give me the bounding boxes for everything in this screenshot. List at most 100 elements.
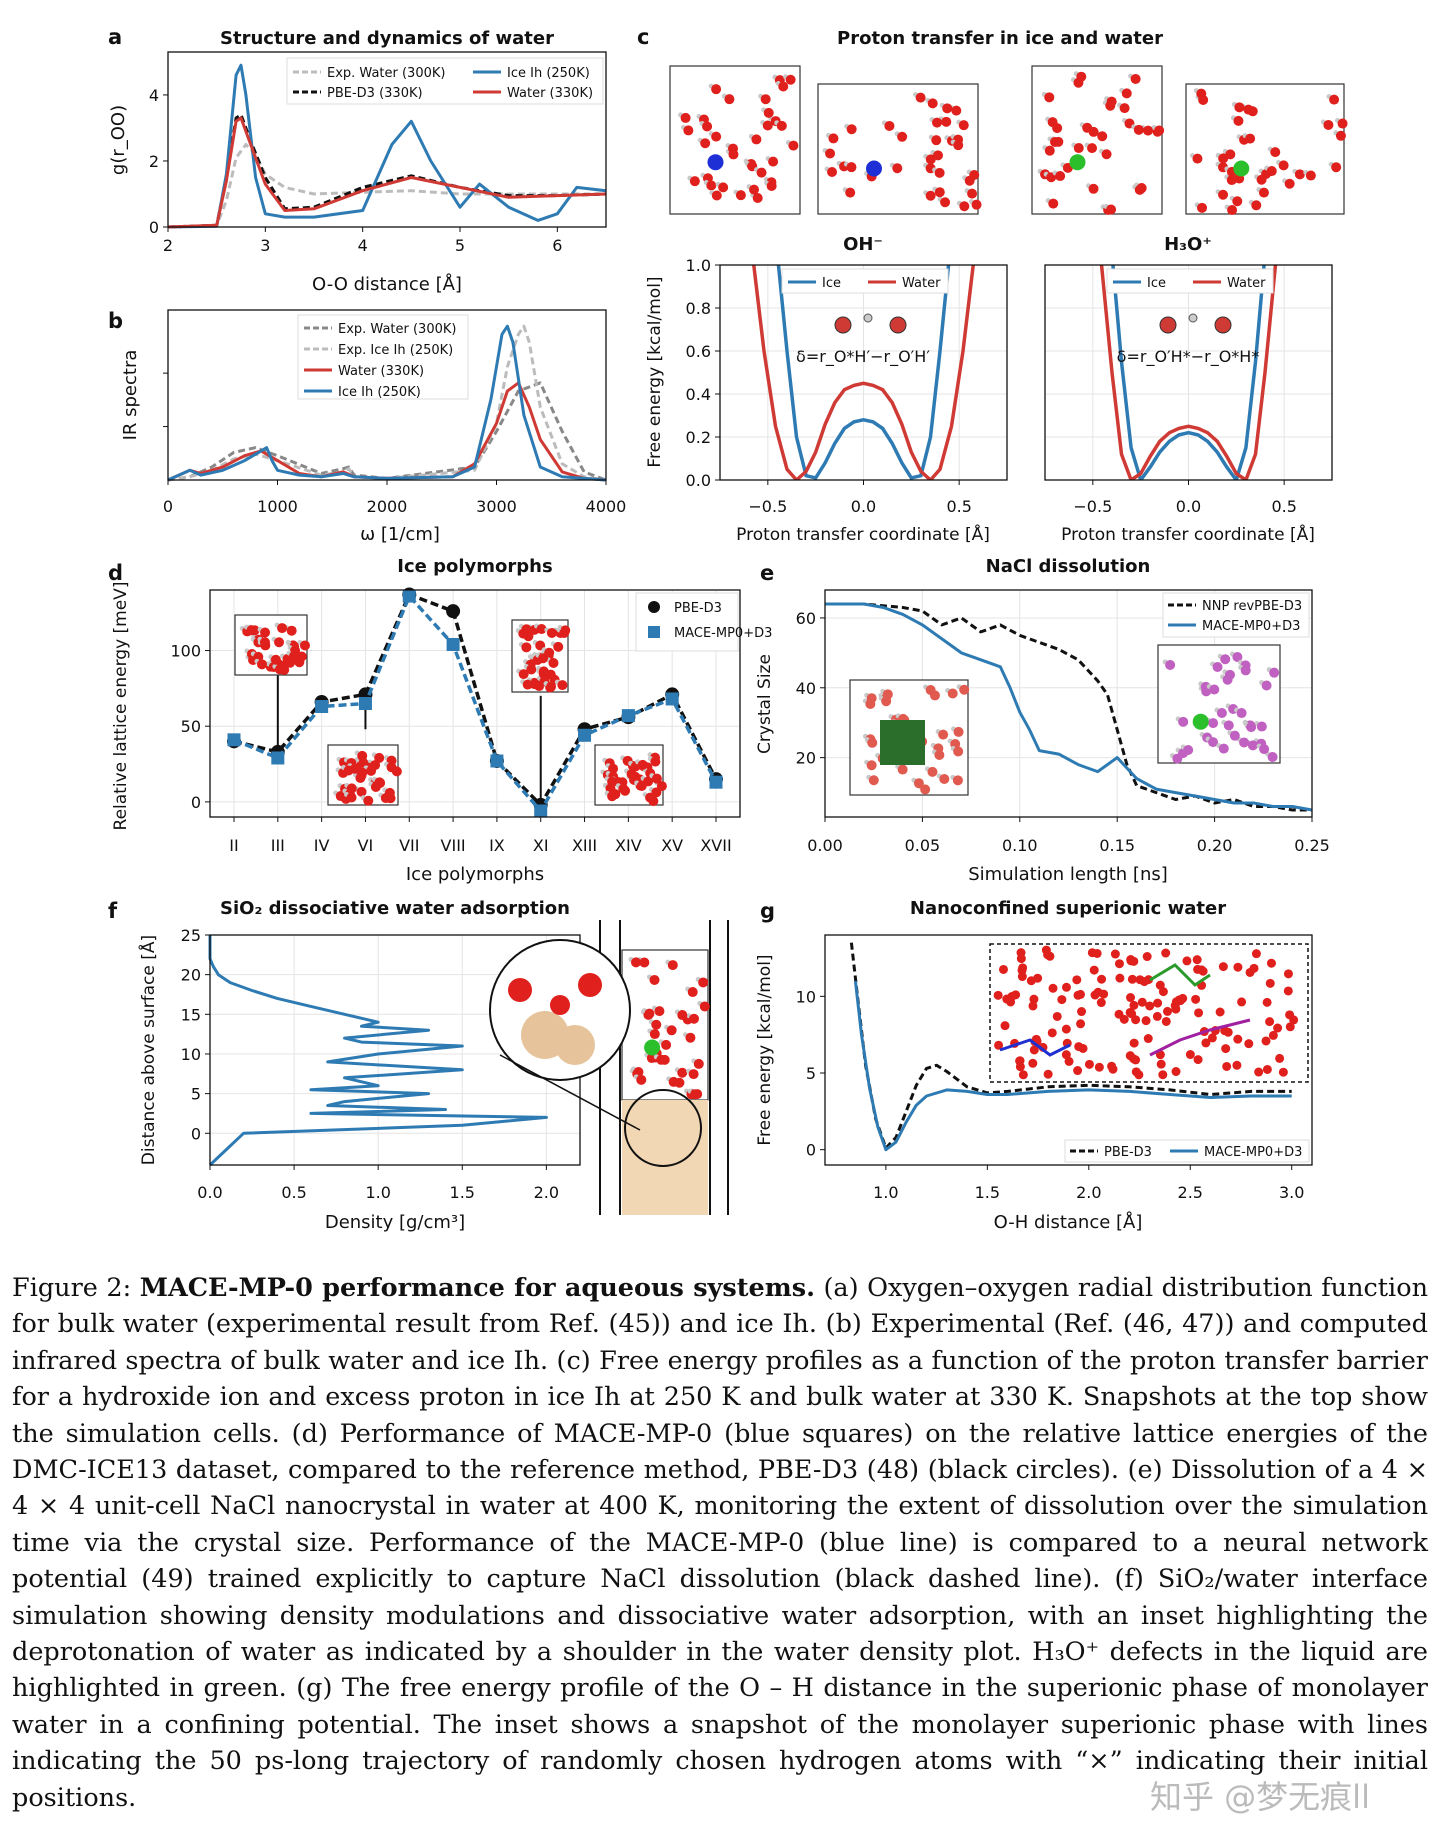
series-c2-0 — [1111, 265, 1266, 480]
oxygen-atom — [698, 977, 709, 988]
oxygen-atom — [762, 120, 773, 131]
legend-c2-0: Ice — [1147, 276, 1166, 291]
oxygen-atom — [386, 762, 397, 773]
panel-a-frame — [167, 51, 607, 228]
oxygen-atom — [1245, 967, 1255, 977]
oxygen-atom — [1158, 1070, 1168, 1080]
oxygen-atom — [1221, 1044, 1231, 1054]
oxygen-atom — [1283, 969, 1293, 979]
oxygen-atom — [654, 1006, 665, 1017]
oxygen-atom — [1207, 1033, 1217, 1043]
oxygen-atom — [1088, 183, 1099, 194]
point-d-mace — [534, 804, 548, 818]
oxygen-atom — [685, 1032, 696, 1043]
panel-e-frame — [824, 589, 1313, 818]
point-d-mace — [621, 709, 635, 723]
caption-bold: MACE-MP-0 performance for aqueous system… — [139, 1273, 815, 1303]
y-tick-label: 5 — [191, 1085, 201, 1104]
oxygen-atom — [1196, 88, 1207, 99]
oxygen-atom — [689, 176, 700, 187]
oxygen-atom — [728, 143, 739, 154]
nacl-crystal — [880, 720, 925, 765]
oxygen-atom — [846, 162, 857, 173]
oxygen-atom — [1193, 1055, 1203, 1065]
trajectory-green — [1149, 963, 1211, 987]
oxygen-atom — [947, 688, 958, 699]
oxygen-atom — [1093, 987, 1103, 997]
oxygen-atom — [718, 182, 729, 193]
oxygen-atom — [538, 653, 549, 664]
y-tick-label: 10 — [181, 1045, 201, 1064]
oxygen-atom — [687, 987, 698, 998]
legend-b-2: Water (330K) — [338, 364, 424, 379]
molecule-h — [1188, 313, 1198, 323]
oxygen-atom — [1129, 1038, 1139, 1048]
oxygen-atom — [1089, 965, 1099, 975]
oxygen-atom — [868, 775, 879, 786]
oxygen-atom — [952, 775, 963, 786]
series-a-2 — [167, 63, 607, 229]
oxygen-atom — [768, 156, 779, 167]
oxygen-atom — [1161, 1016, 1171, 1026]
oxygen-atom — [1121, 88, 1132, 99]
highlighted-ion — [644, 1039, 661, 1056]
oxygen-atom — [939, 774, 950, 785]
oxygen-atom — [1127, 974, 1137, 984]
oxygen-atom — [1220, 654, 1231, 665]
oxygen-atom — [1114, 959, 1124, 969]
x-tick-label: 0.5 — [281, 1183, 306, 1202]
oxygen-atom — [1073, 1066, 1083, 1076]
x-tick-label: 0.5 — [1271, 497, 1296, 516]
oxygen-atom — [927, 766, 938, 777]
oxygen-atom — [993, 990, 1003, 1000]
y-tick-label: 0.4 — [686, 385, 711, 404]
x-tick-label: 3 — [260, 236, 270, 255]
oxygen-atom — [1161, 948, 1171, 958]
oxygen-atom — [1165, 659, 1176, 670]
panel-c1-xlabel: Proton transfer coordinate [Å] — [736, 523, 990, 545]
x-tick-label: 0.20 — [1197, 836, 1233, 855]
oxygen-atom — [700, 138, 711, 149]
oxygen-atom — [971, 199, 982, 210]
oxygen-atom — [1275, 1053, 1285, 1063]
legend-b-1: Exp. Ice Ih (250K) — [338, 343, 453, 358]
oxygen-atom — [522, 679, 533, 690]
legend-a-2: Ice Ih (250K) — [507, 66, 590, 81]
oxygen-atom — [680, 112, 691, 123]
oxygen-atom — [1223, 720, 1234, 731]
oxygen-atom — [521, 624, 532, 635]
x-tick-label: VIII — [441, 836, 466, 855]
series-d-0 — [233, 592, 718, 808]
oxygen-atom — [1064, 1056, 1074, 1066]
x-tick-label: 2.0 — [534, 1183, 559, 1202]
oxygen-atom — [1076, 1019, 1086, 1029]
oxygen-atom — [274, 637, 285, 648]
oxygen-atom — [1061, 1050, 1071, 1060]
oxygen-atom — [1129, 1000, 1139, 1010]
panel-c1-title: OH⁻ — [843, 234, 883, 255]
oxygen-atom — [1285, 1010, 1295, 1020]
oxygen-atom — [637, 759, 648, 770]
panel-d-ylabel: Relative lattice energy [meV] — [111, 582, 131, 831]
oxygen-atom — [1294, 169, 1305, 180]
series-c2-1 — [1099, 265, 1278, 480]
oxygen-atom — [607, 776, 618, 787]
panel-label-d: d — [108, 561, 123, 585]
oxygen-atom — [1048, 983, 1058, 993]
oxygen-atom — [1273, 1023, 1283, 1033]
x-tick-label: VII — [399, 836, 419, 855]
x-tick-label: XIV — [615, 836, 642, 855]
ice-structure-xiv — [594, 744, 667, 807]
oxygen-atom — [1256, 174, 1267, 185]
caption-text: (a) Oxygen–oxygen radial distribution fu… — [12, 1273, 1428, 1813]
legend-g-0: PBE-D3 — [1104, 1145, 1152, 1160]
y-tick-label: 20 — [796, 749, 816, 768]
oxygen-atom — [343, 765, 354, 776]
oxygen-atom — [1082, 122, 1093, 133]
oxygen-atom — [1047, 117, 1058, 128]
oxygen-atom — [1125, 1007, 1135, 1017]
oxygen-atom — [1172, 753, 1183, 764]
y-tick-label: 0.0 — [686, 471, 711, 490]
oxygen-atom — [1233, 115, 1244, 126]
series-c1-1 — [752, 265, 975, 480]
